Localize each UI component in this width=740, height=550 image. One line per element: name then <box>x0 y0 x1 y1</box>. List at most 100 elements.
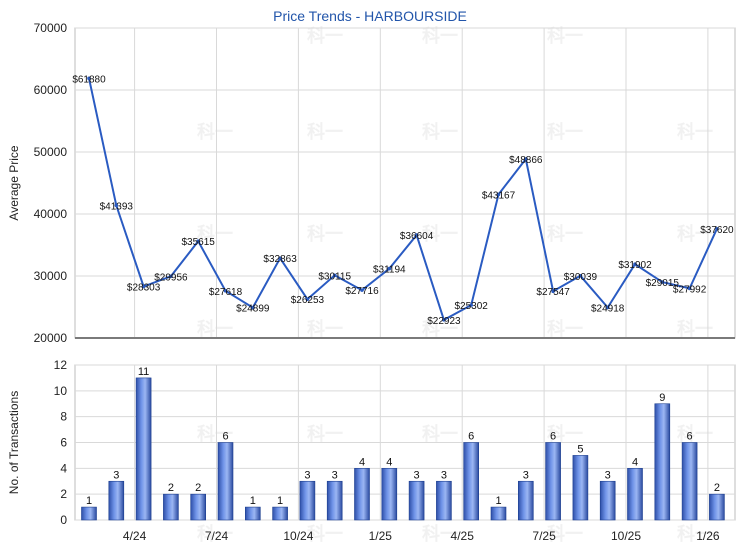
price-data-label: $27618 <box>209 287 243 298</box>
watermark-text: 科一 <box>197 121 233 142</box>
tx-bar <box>81 506 97 521</box>
price-point <box>278 256 282 261</box>
tx-bar <box>381 468 398 521</box>
price-data-label: $25302 <box>455 301 489 312</box>
chart-title: Price Trends - HARBOURSIDE <box>273 8 467 24</box>
price-point <box>660 280 665 284</box>
price-data-label: $36604 <box>400 231 434 242</box>
tx-bar-label: 4 <box>632 456 638 468</box>
watermark-text: 科一 <box>547 25 583 46</box>
tx-bar <box>299 480 316 521</box>
watermark-text: 科一 <box>422 121 458 142</box>
price-point <box>715 226 719 231</box>
watermark-text: 科一 <box>422 318 458 339</box>
tx-bar <box>545 442 561 521</box>
tx-bar-label: 3 <box>523 469 529 481</box>
labels-layer: Price Trends - HARBOURSIDE 20000 30000 4000… <box>7 8 734 543</box>
price-point <box>605 305 610 310</box>
tx-bar <box>326 480 343 521</box>
tx-bar <box>463 442 480 521</box>
watermark-text: 科一 <box>197 223 233 244</box>
tx-ytick-label: 10 <box>54 384 68 398</box>
watermark-text: 科一 <box>307 121 343 142</box>
tx-bar <box>217 442 234 521</box>
tx-bar-label: 9 <box>659 392 665 404</box>
price-point <box>196 239 200 243</box>
price-point <box>251 305 255 310</box>
watermark-text: 科一 <box>547 523 583 544</box>
series-layer <box>81 76 725 521</box>
tx-bar-label: 3 <box>414 469 420 481</box>
tx-bar-label: 1 <box>86 495 92 507</box>
tx-bar-label: 1 <box>277 495 283 507</box>
price-ytick-label: 30000 <box>34 269 68 283</box>
tx-bar <box>681 442 698 521</box>
watermark-text: 科一 <box>422 423 458 444</box>
tx-ytick-label: 4 <box>60 461 67 475</box>
tx-bar-label: 1 <box>495 495 501 507</box>
price-point <box>524 157 528 161</box>
price-point <box>87 76 91 81</box>
tx-bar-label: 4 <box>359 456 365 468</box>
tx-bar <box>436 480 452 521</box>
price-ytick-label: 50000 <box>34 145 68 159</box>
price-point <box>687 286 692 291</box>
price-point <box>469 303 474 307</box>
tx-bar <box>135 377 152 521</box>
watermark-text: 科一 <box>547 423 583 444</box>
price-point <box>169 274 173 279</box>
price-point <box>141 284 146 289</box>
tx-bar-label: 3 <box>113 469 119 481</box>
tx-bar <box>517 480 534 521</box>
watermark-text: 科一 <box>422 25 458 46</box>
watermark-text: 科一 <box>677 423 713 444</box>
price-data-label: $28303 <box>127 283 161 294</box>
tx-bar <box>490 506 507 521</box>
price-data-label: $43167 <box>482 190 516 201</box>
tx-bar <box>190 493 206 521</box>
watermark-text: 科一 <box>307 318 343 339</box>
tx-bar-label: 4 <box>386 456 392 468</box>
price-ytick-label: 60000 <box>34 83 68 97</box>
price-point <box>414 233 419 237</box>
x-tick-label: 10/25 <box>611 529 641 543</box>
tx-bar-label: 2 <box>168 482 174 494</box>
price-line <box>88 78 718 322</box>
watermark-text: 科一 <box>547 223 583 244</box>
tx-bar-label: 2 <box>195 482 201 494</box>
x-tick-label: 10/24 <box>283 529 313 543</box>
price-data-label: $29015 <box>646 278 680 289</box>
tx-bar <box>272 506 288 521</box>
watermark-text: 科一 <box>307 223 343 244</box>
watermark-text: 科一 <box>307 423 343 444</box>
price-point <box>305 297 310 302</box>
price-data-label: $30115 <box>318 271 351 282</box>
price-ytick-label: 20000 <box>34 331 68 345</box>
price-point <box>114 203 119 208</box>
watermark-text: 科一 <box>422 523 458 544</box>
tx-bar-label: 11 <box>138 366 149 378</box>
price-point <box>633 262 637 267</box>
price-data-label: $27547 <box>536 287 570 298</box>
tx-bar <box>572 455 589 521</box>
tx-bar <box>163 493 179 521</box>
price-data-label: $26253 <box>291 295 325 306</box>
price-data-label: $41393 <box>100 201 134 212</box>
price-data-label: $22923 <box>427 316 461 327</box>
tx-bar-label: 6 <box>468 431 474 443</box>
watermark-text: 科一 <box>307 523 343 544</box>
price-ytick-label: 70000 <box>34 21 68 35</box>
tx-bar <box>245 506 261 521</box>
tx-bar-label: 3 <box>605 469 611 481</box>
tx-bar-label: 6 <box>222 431 228 443</box>
price-data-label: $30039 <box>564 272 598 283</box>
tx-bar <box>354 468 370 521</box>
tx-ytick-label: 8 <box>60 410 67 424</box>
watermark-text: 科一 <box>677 223 713 244</box>
watermark-text: 科一 <box>197 423 233 444</box>
tx-bar <box>709 493 725 521</box>
tx-ytick-label: 2 <box>60 487 67 501</box>
tx-ytick-label: 0 <box>60 513 67 527</box>
